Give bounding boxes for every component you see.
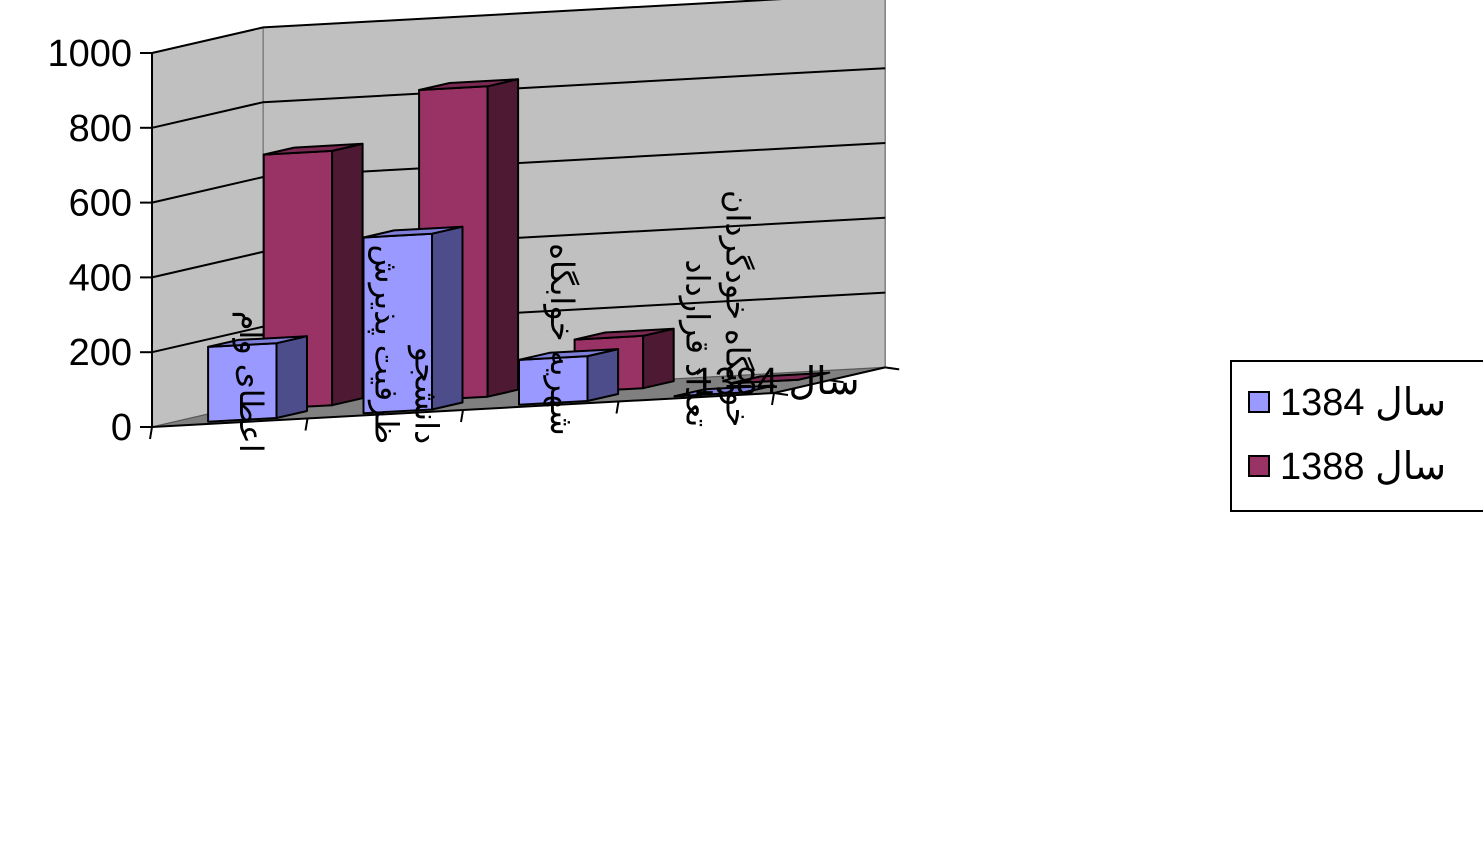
legend-item-1388: سال 1388	[1248, 444, 1446, 488]
x-category-label: ظرفیت پذیرش	[367, 245, 404, 445]
x-category-label: شهریه خوابگاه	[543, 243, 580, 435]
gridline	[151, 67, 886, 129]
legend-item-1384: سال 1384	[1248, 380, 1446, 424]
x-category-label: خوابگاه خودگردان	[718, 190, 755, 427]
legend-swatch-1388	[1248, 455, 1270, 477]
x-category-label: اعطای وام	[232, 311, 269, 453]
x-tick	[615, 401, 620, 414]
bar	[207, 335, 308, 423]
depth-axis-label: سال 1384	[693, 361, 859, 403]
legend-label-1388: سال 1388	[1280, 445, 1447, 488]
bar	[362, 225, 464, 415]
depth-tick	[885, 366, 900, 371]
y-tick-label: 400	[69, 257, 132, 299]
y-tick-label: 1000	[47, 33, 132, 75]
bar	[518, 348, 620, 406]
x-tick	[304, 418, 309, 431]
depth-tick	[829, 379, 844, 384]
y-tick-label: 200	[69, 332, 132, 374]
y-tick-label: 600	[69, 183, 132, 225]
x-category-label: دانشجو	[407, 344, 444, 444]
bar	[262, 142, 364, 410]
depth-tick	[773, 392, 789, 396]
gridline	[151, 0, 783, 54]
legend-swatch-1384	[1248, 391, 1270, 413]
y-tick-label: 800	[69, 108, 132, 150]
bar	[673, 384, 775, 398]
legend: سال 1384 سال 1388	[1230, 360, 1483, 512]
x-tick	[460, 409, 464, 423]
x-tick	[771, 392, 775, 406]
legend-label-1384: سال 1384	[1280, 381, 1447, 424]
x-category-label: تعداد قرارداد	[678, 259, 715, 427]
y-tick-label: 0	[111, 407, 132, 449]
bar	[729, 371, 831, 385]
x-tick	[149, 426, 153, 440]
